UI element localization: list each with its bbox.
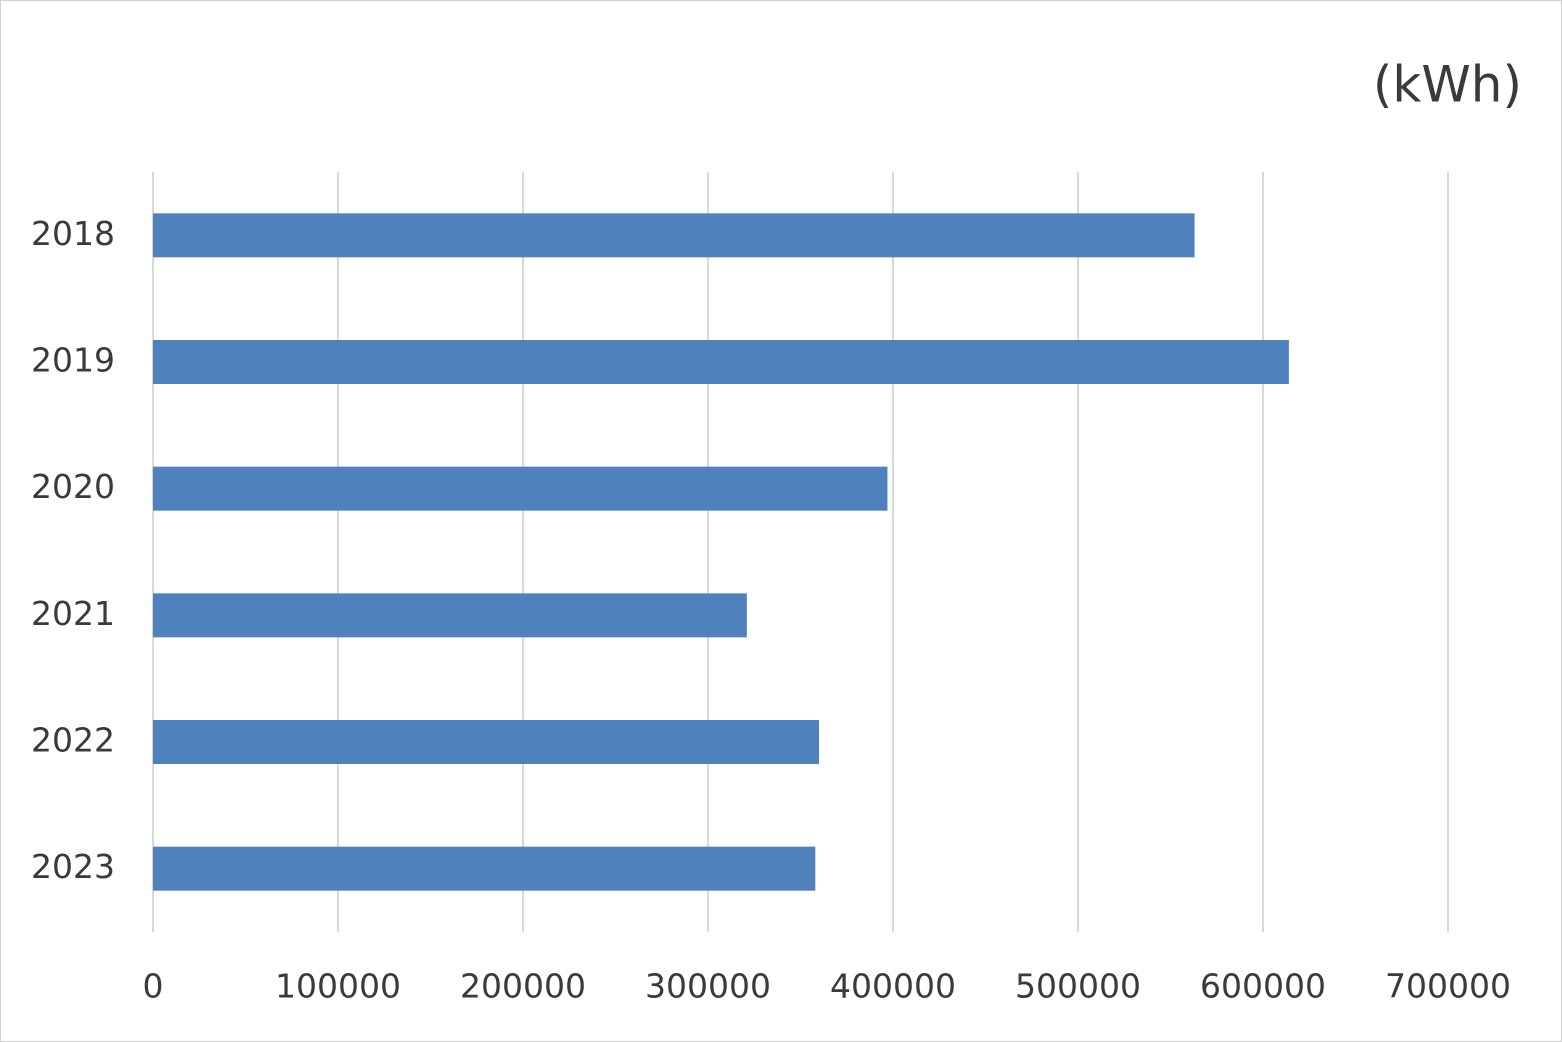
bar — [153, 213, 1195, 258]
bar — [153, 340, 1289, 384]
bar — [153, 466, 888, 511]
x-tick-label: 600000 — [1200, 967, 1326, 1006]
y-tick-label: 2018 — [31, 214, 115, 253]
x-tick-label: 500000 — [1015, 967, 1141, 1006]
y-tick-label: 2021 — [31, 594, 115, 633]
x-tick-label: 200000 — [460, 967, 586, 1006]
bar — [153, 846, 816, 891]
bar — [153, 720, 819, 764]
x-tick-label: 400000 — [830, 967, 956, 1006]
unit-label: (kWh) — [1373, 56, 1522, 114]
bar — [153, 593, 747, 638]
y-tick-label: 2023 — [31, 847, 115, 886]
y-tick-label: 2020 — [31, 467, 115, 506]
x-tick-label: 0 — [143, 967, 164, 1006]
y-tick-label: 2019 — [31, 341, 115, 380]
x-tick-label: 100000 — [275, 967, 401, 1006]
x-tick-label: 300000 — [645, 967, 771, 1006]
x-tick-label: 700000 — [1385, 967, 1511, 1006]
y-tick-label: 2022 — [31, 721, 115, 760]
